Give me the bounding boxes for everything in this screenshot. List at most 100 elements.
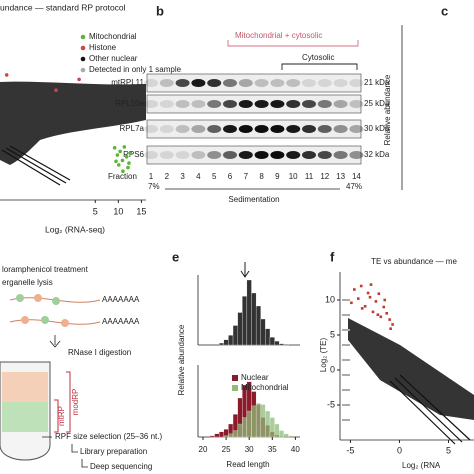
axis-label: Sedimentation (228, 195, 279, 204)
fraction-band (2, 402, 48, 432)
bar (251, 292, 257, 346)
point (389, 327, 392, 330)
point (376, 313, 380, 316)
point-cloud (348, 318, 474, 420)
fraction-number: 6 (228, 172, 233, 181)
bracket (281, 63, 358, 70)
bar (223, 435, 229, 438)
x-tick-label: 20 (199, 445, 208, 454)
blot-band (286, 125, 301, 133)
bar (283, 433, 289, 438)
fraction-number: 5 (212, 172, 217, 181)
point (128, 151, 133, 155)
legend-marker (80, 56, 86, 62)
panel-label: c (441, 3, 448, 18)
blot-band (238, 125, 253, 133)
blot-band (333, 125, 348, 133)
y-tick-label: -5 (327, 399, 335, 409)
bar (246, 279, 252, 346)
step: Library preparation (80, 447, 147, 456)
point (112, 146, 117, 150)
legend-label: Mitochondrial (89, 32, 137, 41)
panel-label: b (156, 3, 164, 18)
bar (260, 318, 266, 346)
fraction-number: 2 (165, 172, 170, 181)
bracket-label: Mitochondrial + cytosolic (235, 31, 322, 40)
blot-band (349, 125, 364, 133)
blot-band (333, 79, 348, 87)
bar (237, 312, 243, 346)
blot-band (191, 151, 206, 159)
legend-label: Mitochondrial (241, 383, 289, 392)
point (360, 307, 364, 310)
blot-band (333, 151, 348, 159)
step: RPF size selection (25–36 nt.) (55, 432, 162, 441)
point (382, 305, 386, 309)
x-tick-label: 5 (446, 445, 451, 455)
blot-band (207, 79, 222, 87)
point-cloud (0, 81, 146, 165)
x-tick-label: 10 (113, 206, 123, 216)
protein-label: mtRPL11 (111, 78, 144, 87)
point (388, 318, 391, 321)
point (391, 323, 394, 326)
point (122, 145, 127, 149)
size-label: 30 kDa (364, 124, 390, 133)
bar (279, 430, 284, 438)
point (124, 155, 129, 159)
x-tick-label: 5 (93, 206, 98, 216)
x-tick-label: 0 (397, 445, 402, 455)
point (54, 88, 58, 92)
x-tick-label: 35 (268, 445, 277, 454)
bar (237, 423, 243, 438)
panel-label: e (172, 249, 179, 264)
y-tick-label: 10 (325, 294, 335, 304)
blot-band (238, 79, 253, 87)
bar (260, 404, 266, 438)
blot-band (238, 151, 253, 159)
blot-band (286, 151, 301, 159)
blot-band (207, 100, 222, 108)
bar (214, 433, 220, 438)
point (350, 301, 353, 305)
fraction-band (2, 372, 48, 402)
blot-band (175, 100, 190, 108)
blot-band (144, 79, 158, 87)
blot-band (191, 125, 206, 133)
gradient-label: 7% (148, 182, 160, 191)
fraction-number: 14 (352, 172, 361, 181)
blot-band (317, 79, 332, 87)
bar (209, 435, 215, 438)
fraction-number: 1 (149, 172, 154, 181)
x-axis-label: Log₂ (RNA (402, 461, 441, 470)
bar (219, 342, 224, 346)
step: Deep sequencing (90, 462, 152, 471)
protein-label: RPL10a (115, 99, 144, 108)
blot-band (270, 100, 285, 108)
poly-a: AAAAAAA (102, 295, 140, 304)
fraction-number: 3 (180, 172, 185, 181)
blot-band (175, 151, 190, 159)
x-tick-label: -5 (346, 445, 354, 455)
bar (242, 417, 248, 438)
point (385, 312, 389, 315)
blot-band (223, 125, 237, 133)
blot-band (238, 100, 253, 108)
blot-band (144, 125, 158, 133)
legend-label: Nuclear (241, 373, 269, 382)
fraction-number: 9 (275, 172, 280, 181)
size-label: 32 kDa (364, 150, 390, 159)
blot-band (223, 151, 237, 159)
blot-band (223, 100, 237, 108)
point (369, 283, 373, 286)
blot-band (302, 151, 316, 159)
blot-band (270, 151, 285, 159)
arrow (240, 262, 250, 278)
bar (265, 410, 271, 438)
point (127, 161, 131, 165)
blot-row (146, 94, 362, 114)
point-streak (1, 145, 71, 186)
blot-band (270, 79, 285, 87)
bar (228, 335, 234, 346)
point (359, 284, 363, 288)
